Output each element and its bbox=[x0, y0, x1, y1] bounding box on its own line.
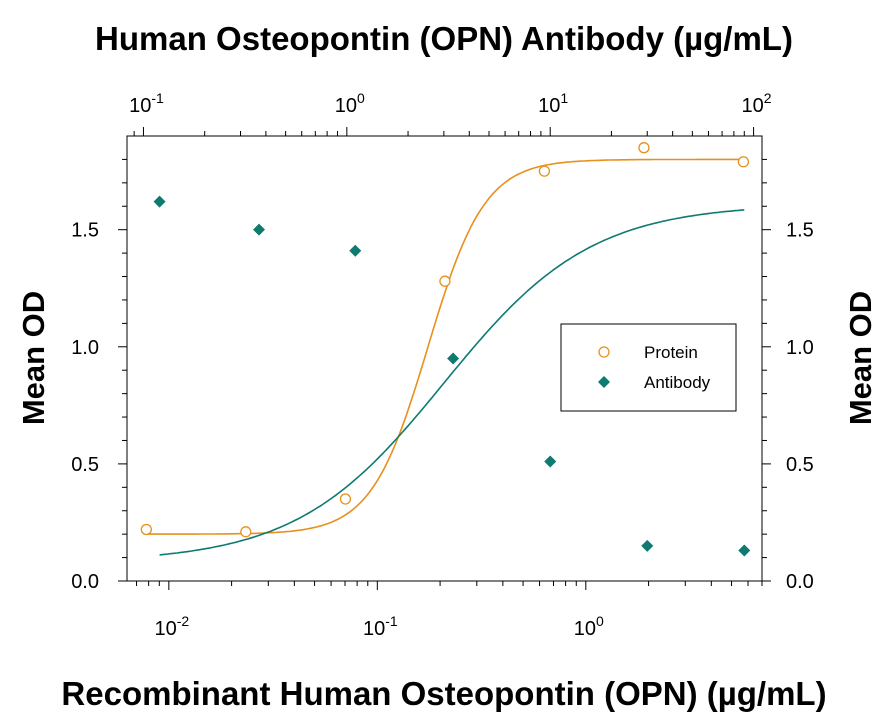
x-axis-title: Recombinant Human Osteopontin (OPN) (µg/… bbox=[61, 675, 826, 712]
y-right-tick-label: 1.0 bbox=[786, 337, 814, 359]
fit-curve-antibody bbox=[159, 209, 745, 556]
x-tick-label: 100 bbox=[574, 613, 604, 640]
data-points bbox=[140, 142, 751, 557]
protein-point bbox=[737, 156, 750, 168]
y-left-tick-label: 0.0 bbox=[71, 571, 99, 593]
protein-point bbox=[538, 165, 551, 177]
protein-point bbox=[439, 275, 451, 287]
antibody-point bbox=[349, 244, 362, 257]
legend: Protein Antibody bbox=[560, 323, 737, 412]
y-left-tick-label: 1.0 bbox=[71, 337, 99, 359]
x-tick-label: 10-2 bbox=[154, 613, 189, 640]
antibody-point bbox=[738, 544, 751, 557]
protein-point bbox=[339, 493, 352, 505]
protein-point bbox=[638, 142, 650, 154]
top-tick-label: 101 bbox=[538, 90, 568, 117]
protein-point bbox=[240, 526, 252, 538]
y-axis-title-left: Mean OD bbox=[16, 291, 51, 425]
legend-antibody-label: Antibody bbox=[644, 373, 711, 392]
y-right-tick-label: 0.5 bbox=[786, 454, 814, 476]
y-right-tick-label: 1.5 bbox=[786, 220, 814, 242]
antibody-point bbox=[253, 223, 266, 236]
top-tick-label: 102 bbox=[742, 90, 772, 117]
top-tick-label: 10-1 bbox=[129, 90, 164, 117]
x-tick-label: 10-1 bbox=[363, 613, 398, 640]
antibody-point bbox=[544, 455, 557, 468]
y-axis-title-right: Mean OD bbox=[843, 291, 878, 425]
legend-box bbox=[560, 323, 737, 412]
antibody-point bbox=[447, 352, 460, 365]
plot-frame bbox=[126, 135, 763, 582]
top-axis-title: Human Osteopontin (OPN) Antibody (µg/mL) bbox=[95, 20, 793, 57]
legend-protein-marker bbox=[598, 346, 610, 358]
protein-point bbox=[140, 523, 152, 536]
legend-protein-label: Protein bbox=[644, 343, 698, 362]
antibody-point bbox=[641, 539, 654, 552]
top-tick-label: 100 bbox=[335, 90, 365, 117]
y-left-tick-label: 0.5 bbox=[71, 454, 99, 476]
y-left-tick-label: 1.5 bbox=[71, 220, 99, 242]
y-right-tick-label: 0.0 bbox=[786, 571, 814, 593]
legend-antibody-marker bbox=[598, 376, 610, 388]
antibody-point bbox=[153, 195, 166, 208]
axes-layer: 10-2 10-1 100 10-1 100 101 102 0.0 0.0 0.5 0.5 1.0 1… bbox=[71, 90, 814, 640]
